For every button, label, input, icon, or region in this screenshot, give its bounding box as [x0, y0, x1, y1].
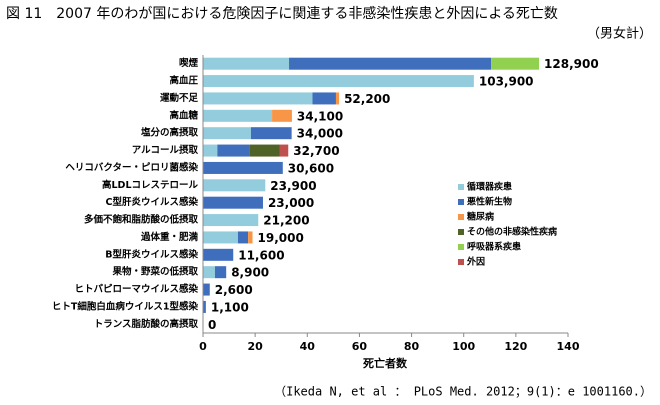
chart-title: 図 11 2007 年のわが国における危険因子に関連する非感染性疾患と外因による… — [6, 5, 558, 22]
bar-segment — [279, 144, 289, 157]
bar-segment — [214, 266, 227, 279]
total-label: 32,700 — [293, 144, 339, 158]
bar-segment — [203, 57, 290, 70]
source-note: （Ikeda N, et al ： PLoS Med. 2012；9(1)：e … — [274, 385, 652, 399]
total-label: 21,200 — [263, 214, 309, 228]
total-label: 34,100 — [297, 109, 343, 123]
x-tick-label: 0 — [199, 340, 207, 353]
total-label: 30,600 — [288, 161, 334, 175]
bar-segment — [491, 57, 540, 70]
bar-segment — [249, 144, 280, 157]
x-tick-label: 120 — [504, 340, 527, 353]
total-label: 11,600 — [238, 248, 284, 262]
bar-segment — [237, 231, 249, 244]
total-label: 2,600 — [215, 283, 253, 297]
bar-segment — [217, 144, 250, 157]
bar-segment — [203, 144, 218, 157]
bar-segment — [203, 179, 266, 192]
x-tick-label: 140 — [557, 340, 580, 353]
bar-segment — [272, 109, 292, 122]
y-tick-label: ヒトパピローマウイルス感染 — [74, 283, 198, 295]
total-label: 0 — [208, 318, 216, 332]
legend-swatch — [458, 244, 464, 250]
bar-segment — [203, 283, 210, 296]
bar-segment — [203, 127, 251, 140]
y-tick-label: 高LDLコレステロール — [102, 179, 198, 191]
y-tick-label: C型肝炎ウイルス感染 — [106, 196, 199, 208]
y-tick-label: 運動不足 — [160, 92, 199, 104]
chart-subtitle: （男女計） — [587, 26, 652, 42]
bar-segment — [203, 231, 238, 244]
x-tick-label: 40 — [300, 340, 316, 353]
bar-segment — [248, 231, 253, 244]
y-tick-label: 過体重・肥満 — [140, 231, 199, 243]
bar-segment — [203, 196, 263, 209]
y-tick-label: B型肝炎ウイルス感染 — [105, 248, 198, 260]
total-label: 52,200 — [344, 92, 390, 106]
total-label: 1,100 — [211, 300, 249, 314]
legend-swatch — [458, 229, 464, 235]
legend-label: その他の非感染性疾病 — [467, 226, 557, 238]
total-label: 23,000 — [268, 196, 314, 210]
legend-swatch — [458, 214, 464, 220]
legend-swatch — [458, 199, 464, 205]
total-label: 8,900 — [231, 266, 269, 280]
y-tick-label: 果物・野菜の低摂取 — [111, 266, 198, 278]
legend-label: 悪性新生物 — [467, 196, 512, 208]
bar-segment — [250, 127, 292, 140]
total-label: 103,900 — [479, 75, 534, 89]
bar-segment — [312, 92, 336, 105]
x-tick-label: 20 — [247, 340, 263, 353]
x-tick-label: 60 — [352, 340, 368, 353]
y-tick-label: 高血圧 — [169, 75, 198, 87]
legend-swatch — [458, 259, 464, 265]
x-tick-label: 100 — [452, 340, 475, 353]
bar-segment — [203, 161, 283, 174]
y-tick-label: 塩分の高摂取 — [141, 127, 199, 139]
bar-segment — [203, 248, 234, 261]
y-tick-label: 高血糖 — [169, 109, 198, 121]
bar-segment — [203, 266, 215, 279]
legend-label: 呼吸器系疾患 — [467, 241, 521, 253]
y-tick-label: トランス脂肪酸の高摂取 — [94, 318, 199, 330]
total-label: 23,900 — [270, 179, 316, 193]
x-axis-label: 死亡者数 — [363, 356, 408, 370]
y-tick-label: ヘリコバクター・ピロリ菌感染 — [65, 161, 198, 173]
y-tick-label: 多価不飽和脂肪酸の低摂取 — [84, 214, 199, 226]
legend-label: 外因 — [466, 256, 485, 268]
total-label: 19,000 — [258, 231, 304, 245]
bar-segment — [203, 92, 313, 105]
legend-label: 糖尿病 — [467, 211, 494, 223]
total-label: 128,900 — [544, 57, 599, 71]
bar-segment — [203, 109, 273, 122]
bar-segment — [203, 75, 474, 88]
bar-segment — [203, 214, 259, 227]
y-tick-label: アルコール摂取 — [132, 144, 199, 156]
bar-segment — [335, 92, 340, 105]
bar-segment — [203, 300, 206, 313]
bar-segment — [289, 57, 492, 70]
y-tick-label: ヒトT細胞白血病ウイルス1型感染 — [52, 300, 199, 312]
legend-label: 循環器疾患 — [467, 181, 512, 193]
legend-swatch — [458, 184, 464, 190]
total-label: 34,000 — [297, 127, 343, 141]
x-tick-label: 80 — [404, 340, 420, 353]
y-tick-label: 喫煙 — [179, 57, 199, 69]
